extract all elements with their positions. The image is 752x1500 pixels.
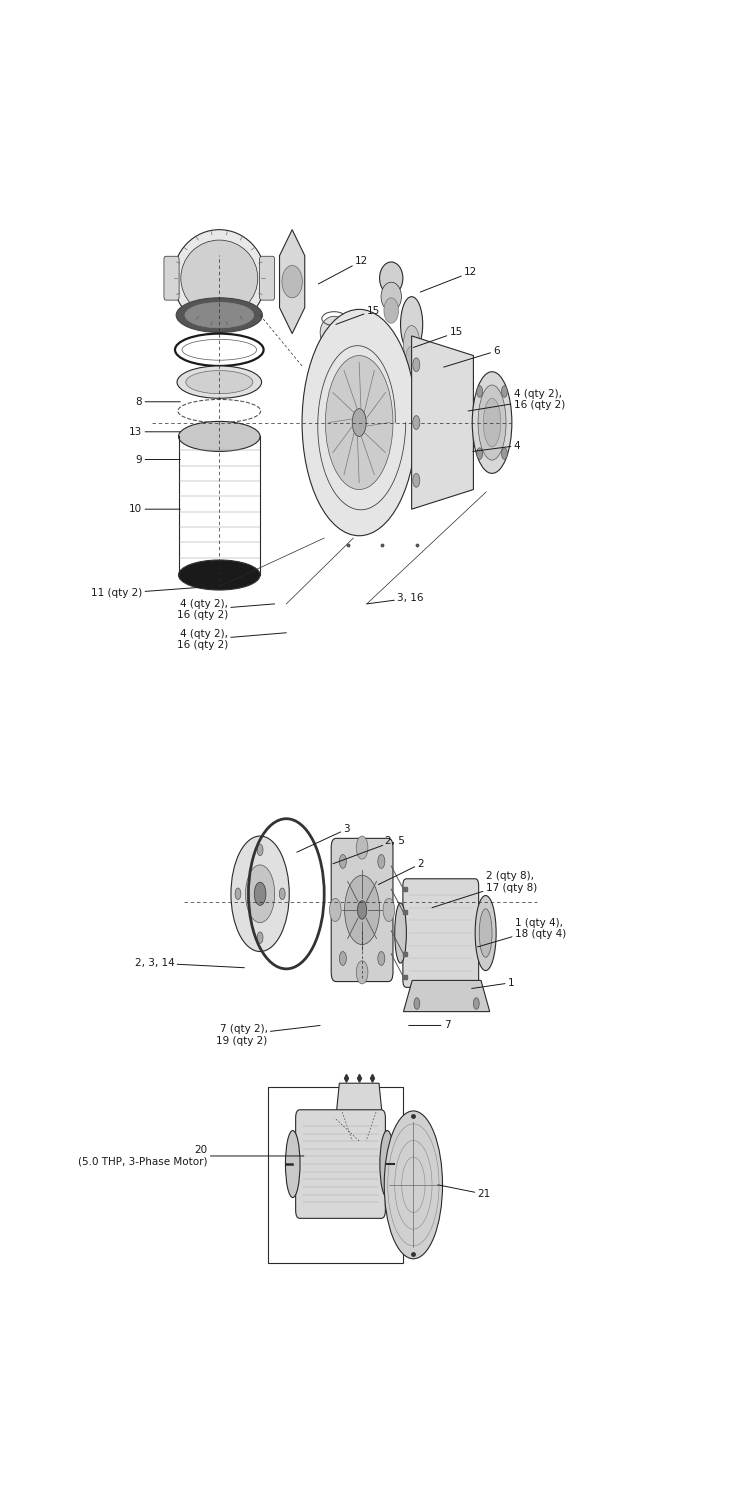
Ellipse shape [475,896,496,971]
Ellipse shape [177,366,262,399]
Circle shape [413,358,420,372]
Circle shape [477,386,483,398]
Bar [268,1086,403,1263]
Ellipse shape [380,262,403,294]
Ellipse shape [395,903,406,963]
Ellipse shape [173,230,265,327]
Circle shape [378,951,385,966]
Circle shape [474,998,479,1010]
Text: 12: 12 [420,267,478,292]
Text: 4: 4 [473,441,520,452]
Text: 1: 1 [472,978,514,988]
Ellipse shape [282,266,302,298]
Ellipse shape [320,316,348,348]
Ellipse shape [180,240,258,316]
Ellipse shape [406,346,417,369]
Ellipse shape [185,303,253,328]
Text: 2 (qty 8),
17 (qty 8): 2 (qty 8), 17 (qty 8) [432,871,537,907]
Circle shape [245,865,274,922]
Ellipse shape [381,282,402,310]
FancyBboxPatch shape [365,1122,375,1138]
FancyBboxPatch shape [344,1122,354,1138]
Ellipse shape [176,298,262,333]
Polygon shape [280,230,305,333]
FancyBboxPatch shape [296,1110,386,1218]
FancyBboxPatch shape [331,839,393,981]
Polygon shape [336,1083,382,1112]
Text: 6: 6 [444,346,500,368]
Circle shape [302,309,417,536]
Circle shape [257,844,263,855]
Text: 2, 5: 2, 5 [333,836,405,864]
Circle shape [413,416,420,429]
Ellipse shape [286,1131,300,1197]
FancyBboxPatch shape [354,1122,365,1138]
Circle shape [254,882,266,906]
Ellipse shape [186,370,253,393]
Polygon shape [338,1112,381,1142]
Ellipse shape [472,372,512,474]
Ellipse shape [178,422,260,452]
Text: 12: 12 [318,256,368,284]
Text: 7 (qty 2),
19 (qty 2): 7 (qty 2), 19 (qty 2) [217,1024,320,1045]
Ellipse shape [404,326,420,363]
Text: 13: 13 [129,427,180,436]
Circle shape [339,855,347,868]
Text: 2: 2 [378,859,424,885]
Circle shape [231,836,290,951]
Circle shape [357,900,367,920]
Circle shape [344,876,380,945]
Circle shape [413,474,420,488]
Ellipse shape [384,298,399,322]
Ellipse shape [484,399,501,447]
Circle shape [356,836,368,860]
Circle shape [477,448,483,459]
FancyBboxPatch shape [403,879,479,987]
Circle shape [339,951,347,966]
Text: 4 (qty 2),
16 (qty 2): 4 (qty 2), 16 (qty 2) [468,388,565,411]
Text: 4 (qty 2),
16 (qty 2): 4 (qty 2), 16 (qty 2) [177,598,274,621]
Ellipse shape [384,1112,442,1258]
Text: 7: 7 [409,1020,450,1031]
Circle shape [356,962,368,984]
FancyBboxPatch shape [259,256,274,300]
Text: 3, 16: 3, 16 [367,592,423,604]
Circle shape [329,898,341,921]
Circle shape [235,888,241,900]
Ellipse shape [178,560,260,590]
Text: 3: 3 [297,824,350,852]
Text: 11 (qty 2): 11 (qty 2) [91,586,211,598]
Text: 1 (qty 4),
18 (qty 4): 1 (qty 4), 18 (qty 4) [478,918,566,946]
Circle shape [502,386,508,398]
Text: 20
(5.0 THP, 3-Phase Motor): 20 (5.0 THP, 3-Phase Motor) [78,1144,304,1167]
Circle shape [257,932,263,944]
Circle shape [414,998,420,1010]
Polygon shape [411,336,474,508]
Text: 4 (qty 2),
16 (qty 2): 4 (qty 2), 16 (qty 2) [177,628,287,651]
Circle shape [279,888,285,900]
FancyBboxPatch shape [164,256,179,300]
Text: 10: 10 [129,504,180,515]
Circle shape [502,448,508,459]
Text: 8: 8 [136,398,180,406]
Circle shape [326,356,393,489]
Circle shape [383,898,395,921]
Circle shape [352,408,366,436]
Ellipse shape [478,386,506,460]
Text: 15: 15 [414,327,462,348]
Ellipse shape [479,909,492,957]
Text: 2, 3, 14: 2, 3, 14 [135,958,244,968]
Text: 9: 9 [136,454,180,465]
Text: 15: 15 [336,306,380,324]
Ellipse shape [380,1131,395,1197]
Text: 21: 21 [438,1185,491,1198]
Circle shape [378,855,385,868]
Ellipse shape [321,336,347,362]
Ellipse shape [401,297,423,352]
Polygon shape [404,981,490,1011]
